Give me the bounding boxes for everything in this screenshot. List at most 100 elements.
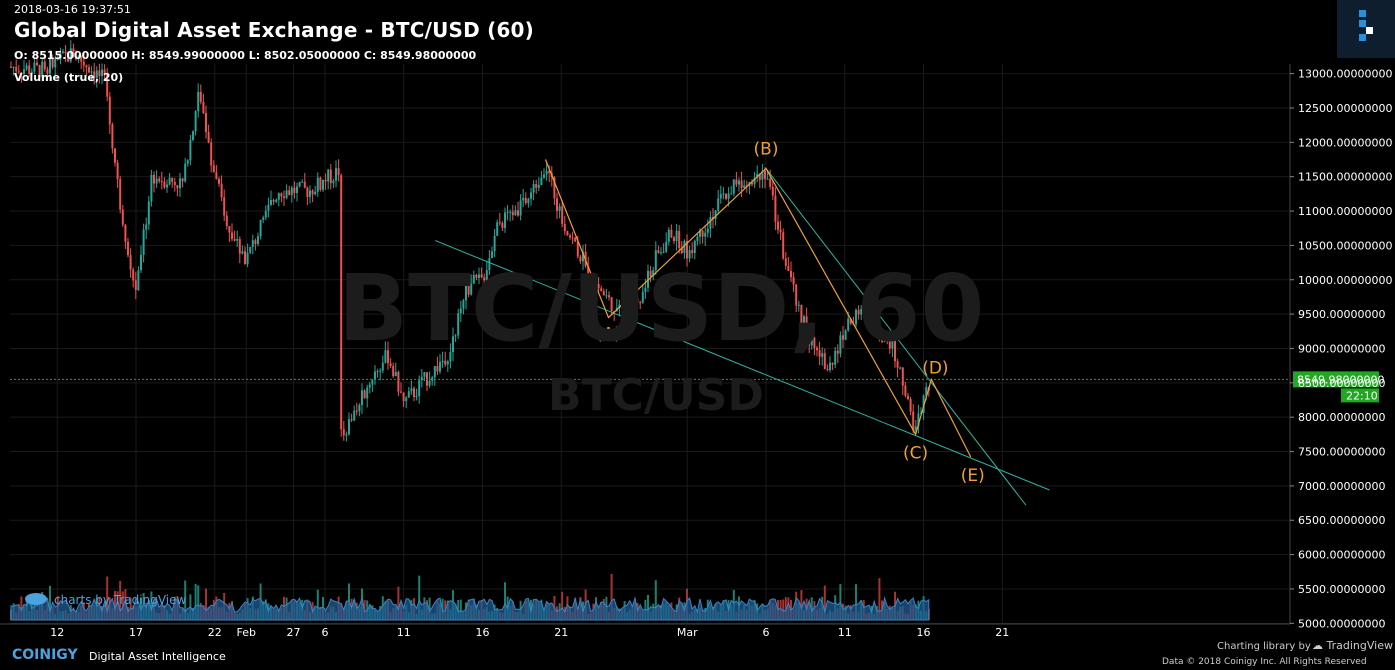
candle-body xyxy=(805,316,808,336)
candle-body xyxy=(548,170,551,174)
channel-trendline xyxy=(765,168,1027,506)
candle-body xyxy=(223,197,226,216)
candle-body xyxy=(582,251,584,262)
candle-body xyxy=(766,178,769,180)
candle-body xyxy=(428,380,431,386)
candle-body xyxy=(504,212,506,228)
candle-body xyxy=(337,168,340,176)
candle-body xyxy=(262,217,265,220)
candle-body xyxy=(405,397,408,402)
elliott-wave-path xyxy=(544,159,972,458)
candle-body xyxy=(467,283,470,295)
candle-body xyxy=(506,211,509,213)
candle-body xyxy=(335,168,337,181)
candle-body xyxy=(532,184,535,193)
candle-body xyxy=(20,72,23,74)
candle-body xyxy=(413,388,415,398)
candle-body xyxy=(925,387,928,396)
candle-body xyxy=(36,62,38,66)
candle-body xyxy=(535,184,538,188)
candle-body xyxy=(792,277,795,285)
time-tick-label: 6 xyxy=(322,626,329,639)
candle-body xyxy=(207,131,210,143)
price-tick-label: 9500.00000000 xyxy=(1298,308,1385,321)
candle-body xyxy=(93,71,96,79)
candle-body xyxy=(446,361,449,365)
candle-body xyxy=(522,197,525,201)
candle-body xyxy=(704,232,707,237)
candle-body xyxy=(311,190,314,195)
candle-body xyxy=(816,347,818,351)
candle-body xyxy=(106,72,109,97)
candle-body xyxy=(842,335,844,340)
time-tick-label: 6 xyxy=(763,626,770,639)
candle-series xyxy=(10,40,930,442)
candle-body xyxy=(345,434,348,436)
candle-body xyxy=(56,58,59,60)
candle-body xyxy=(870,318,873,321)
candle-body xyxy=(727,193,730,199)
candle-body xyxy=(738,180,740,185)
candle-body xyxy=(774,195,777,222)
candle-body xyxy=(233,238,236,241)
candle-body xyxy=(181,178,184,182)
candle-body xyxy=(397,371,400,392)
brand-logo[interactable]: COINIGY xyxy=(12,647,78,663)
candle-body xyxy=(98,70,101,77)
candle-body xyxy=(67,53,70,62)
candle-body xyxy=(228,226,231,233)
candle-body xyxy=(361,390,363,405)
time-tick-label: Mar xyxy=(677,626,698,639)
candle-body xyxy=(597,284,600,289)
candle-body xyxy=(719,194,722,199)
candle-body xyxy=(491,251,493,259)
tradingview-link[interactable]: ☁ TradingView xyxy=(1312,639,1393,652)
copyright: Data © 2018 Coinigy Inc. All Rights Rese… xyxy=(1162,657,1367,667)
candle-body xyxy=(433,366,436,378)
last-price-tag xyxy=(1293,371,1379,388)
candle-body xyxy=(660,252,662,254)
candle-body xyxy=(394,371,397,377)
candle-body xyxy=(257,236,259,245)
candle-body xyxy=(787,265,790,271)
candle-body xyxy=(431,377,434,381)
countdown-label: 22:10 xyxy=(1346,389,1378,402)
candle-body xyxy=(857,309,860,315)
candle-body xyxy=(160,181,163,183)
candle-body xyxy=(459,308,462,314)
candle-body xyxy=(751,182,753,185)
candle-body xyxy=(290,187,293,195)
candle-body xyxy=(218,178,220,184)
candle-body xyxy=(777,221,779,230)
candle-body xyxy=(823,353,826,369)
candle-body xyxy=(314,191,317,195)
candle-body xyxy=(576,241,579,257)
candle-body xyxy=(670,229,673,238)
time-tick-label: 21 xyxy=(995,626,1009,639)
candle-body xyxy=(189,139,192,161)
candle-body xyxy=(553,177,556,199)
candle-body xyxy=(821,353,824,357)
coinigy-logo-icon xyxy=(1359,10,1373,41)
candle-body xyxy=(340,175,343,430)
candle-body xyxy=(475,274,478,278)
symbol-watermark-small: BTC/USD xyxy=(548,370,764,421)
coinigy-logo[interactable] xyxy=(1337,0,1395,58)
time-tick-label: 16 xyxy=(476,626,490,639)
candle-body xyxy=(810,337,813,346)
volume-study-label[interactable]: Volume (true, 20) xyxy=(14,71,124,84)
candle-body xyxy=(51,57,54,68)
candle-body xyxy=(88,67,90,73)
candle-body xyxy=(839,335,842,354)
candle-body xyxy=(592,281,595,286)
candle-body xyxy=(212,165,215,173)
candle-body xyxy=(647,270,649,288)
candle-body xyxy=(608,295,610,298)
candle-body xyxy=(826,368,829,371)
candle-body xyxy=(891,339,894,349)
candle-body xyxy=(465,283,467,301)
candle-body xyxy=(654,250,657,271)
candle-body xyxy=(457,313,460,336)
wave-annotations: 8549.98000000 22:10 (A) (B) (C) (D) (E) charts … xyxy=(10,139,1384,607)
